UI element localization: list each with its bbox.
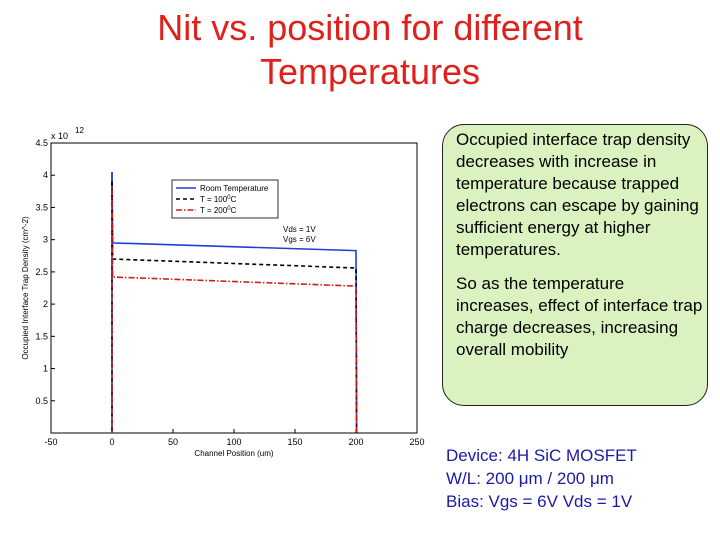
- x-tick-label: 100: [226, 437, 241, 447]
- y-exponent-power: 12: [75, 126, 84, 135]
- y-tick-label: 2: [43, 299, 48, 309]
- y-tick-label: 1.5: [35, 331, 48, 341]
- legend-label-2: T = 2000C: [200, 206, 237, 215]
- y-tick-label: 2.5: [35, 267, 48, 277]
- y-tick-label: 3.5: [35, 202, 48, 212]
- title-line-1: Nit vs. position for different: [157, 7, 583, 48]
- x-tick-label: 250: [409, 437, 424, 447]
- legend-box: [171, 179, 279, 219]
- legend-label-0: Room Temperature: [200, 184, 269, 193]
- y-tick-label: 0.5: [35, 396, 48, 406]
- x-tick-label: 0: [109, 437, 114, 447]
- device-bias: Bias: Vgs = 6V Vds = 1V: [446, 492, 633, 511]
- x-tick-label: 50: [168, 437, 178, 447]
- title-line-2: Temperatures: [259, 51, 481, 92]
- device-size: W/L: 200 μm / 200 μm: [446, 469, 614, 488]
- x-tick-label: 200: [348, 437, 363, 447]
- note-paragraph-2: So as the temperature increases, effect …: [456, 274, 703, 359]
- annotation-vgs: Vgs = 6V: [283, 235, 316, 244]
- trap-density-chart: -50 0 50 100 150 200 250 0.5 1 1.5 2 2.5 3 3.5 4 4.5 Cha…: [21, 126, 425, 458]
- y-exponent-label: x 10: [51, 131, 68, 141]
- x-axis-label: Channel Position (um): [194, 449, 273, 458]
- y-axis-label: Occupied Interface Trap Density (cm^-2): [21, 216, 30, 360]
- y-tick-label: 4: [43, 170, 48, 180]
- explanation-note: Occupied interface trap density decrease…: [442, 124, 708, 406]
- y-tick-label: 1: [43, 364, 48, 374]
- annotation-vds: Vds = 1V: [283, 225, 316, 234]
- legend-label-1: T = 1000C: [200, 195, 237, 204]
- device-type: Device: 4H SiC MOSFET: [446, 446, 637, 465]
- note-paragraph-1: Occupied interface trap density decrease…: [456, 130, 699, 259]
- y-tick-label: 4.5: [35, 138, 48, 148]
- slide-title: Nit vs. position for different Temperatu…: [0, 6, 720, 94]
- x-tick-label: 150: [287, 437, 302, 447]
- x-tick-label: -50: [44, 437, 57, 447]
- device-info: Device: 4H SiC MOSFET W/L: 200 μm / 200 …: [446, 444, 637, 513]
- y-tick-label: 3: [43, 235, 48, 245]
